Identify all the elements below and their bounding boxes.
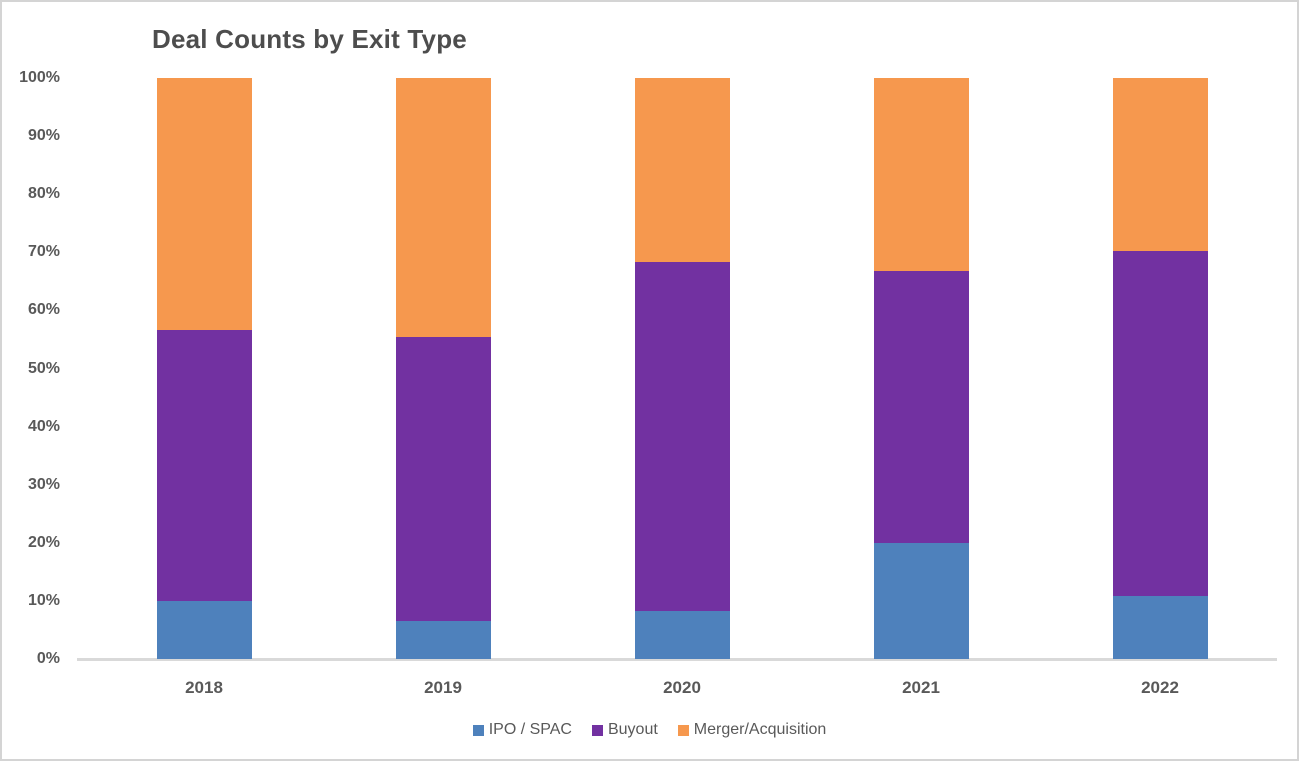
bar-segment bbox=[634, 610, 730, 659]
bar-segment bbox=[634, 262, 730, 611]
legend-swatch-icon bbox=[591, 724, 603, 736]
bar-segment bbox=[634, 78, 730, 263]
y-tick-label: 80% bbox=[27, 185, 60, 203]
bar-segment bbox=[1112, 596, 1208, 659]
legend: IPO / SPAC Buyout Merger/Acquisition bbox=[2, 721, 1297, 739]
x-axis-label: 2019 bbox=[424, 678, 462, 697]
legend-swatch-icon bbox=[472, 724, 484, 736]
x-axis-label: 2020 bbox=[663, 678, 701, 697]
bar-segment bbox=[156, 78, 252, 330]
y-tick-label: 90% bbox=[27, 127, 60, 145]
legend-swatch-icon bbox=[677, 724, 689, 736]
legend-item: Merger/Acquisition bbox=[677, 721, 827, 739]
legend-item: IPO / SPAC bbox=[472, 721, 572, 739]
bar-segment bbox=[873, 78, 969, 272]
y-tick-label: 30% bbox=[27, 475, 60, 493]
bar-segment bbox=[1112, 251, 1208, 597]
bar-segment bbox=[156, 600, 252, 659]
x-axis-label: 2018 bbox=[185, 678, 223, 697]
y-tick-label: 10% bbox=[27, 591, 60, 609]
x-axis-label: 2022 bbox=[1141, 678, 1179, 697]
y-tick-label: 20% bbox=[27, 533, 60, 551]
bar-segment bbox=[395, 620, 491, 659]
chart-title: Deal Counts by Exit Type bbox=[152, 24, 467, 54]
y-tick-label: 60% bbox=[27, 301, 60, 319]
bar-segment bbox=[873, 271, 969, 543]
bar-segment bbox=[873, 542, 969, 659]
x-axis-label: 2021 bbox=[902, 678, 940, 697]
legend-item: Buyout bbox=[591, 721, 658, 739]
y-tick-label: 100% bbox=[19, 69, 60, 86]
y-tick-label: 0% bbox=[36, 650, 60, 667]
bar-segment bbox=[156, 329, 252, 601]
bar-segment bbox=[1112, 78, 1208, 252]
bar-segment bbox=[395, 337, 491, 621]
y-tick-label: 70% bbox=[27, 243, 60, 261]
legend-label: Buyout bbox=[607, 721, 658, 738]
x-axis-line bbox=[77, 658, 1277, 661]
y-tick-label: 40% bbox=[27, 417, 60, 435]
legend-label: Merger/Acquisition bbox=[693, 721, 827, 738]
bar-segment bbox=[395, 78, 491, 338]
legend-label: IPO / SPAC bbox=[488, 721, 572, 738]
y-tick-label: 50% bbox=[27, 359, 60, 377]
